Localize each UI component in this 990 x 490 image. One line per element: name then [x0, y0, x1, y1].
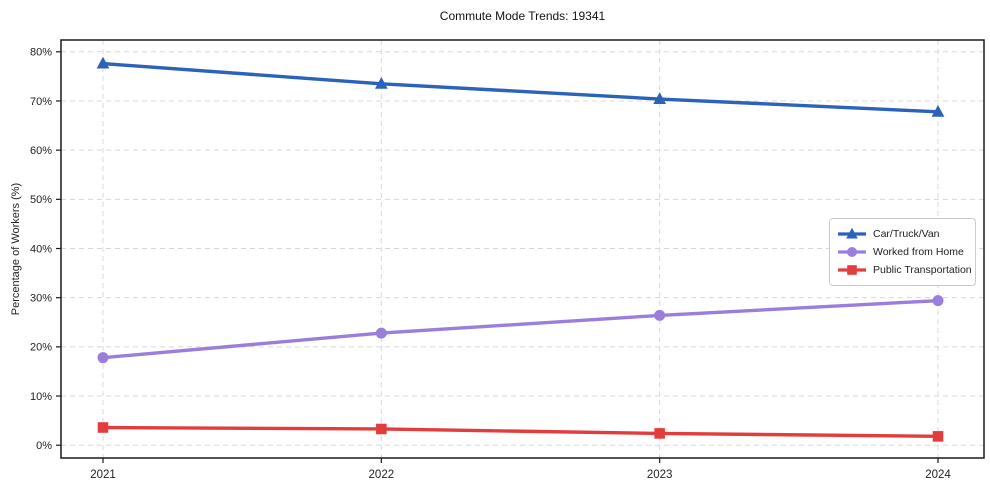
- legend-line-marker-icon: [838, 247, 866, 257]
- legend: Car/Truck/Van Worked from Home Public Tr…: [829, 218, 976, 286]
- y-tick-label: 20%: [30, 342, 52, 354]
- data-point-public-transportation: [932, 431, 944, 442]
- x-tick-label: 2024: [925, 469, 951, 481]
- legend-label: Worked from Home: [873, 246, 964, 258]
- y-tick-label: 30%: [30, 292, 52, 304]
- data-point-car-truck-van: [96, 56, 110, 69]
- data-point-worked-from-home: [654, 309, 666, 321]
- series-line-worked-from-home: [101, 298, 940, 360]
- data-point-car-truck-van: [653, 92, 667, 104]
- axes-frame: [60, 39, 985, 459]
- series-line-public-transportation: [101, 425, 940, 439]
- legend-entry-public-transportation: Public Transportation: [837, 261, 972, 279]
- legend-swatch-marker: [847, 265, 857, 275]
- data-point-worked-from-home: [932, 295, 944, 307]
- legend-label: Car/Truck/Van: [873, 228, 940, 240]
- data-point-car-truck-van: [931, 104, 945, 117]
- legend-entry-car-truck-van: Car/Truck/Van: [837, 225, 971, 243]
- legend-label: Public Transportation: [873, 264, 972, 276]
- y-tick-label: 0%: [36, 440, 52, 452]
- legend-line-marker-icon: [838, 227, 866, 239]
- legend-swatch-marker: [847, 247, 857, 257]
- y-tick-label: 70%: [30, 96, 52, 108]
- x-tick-label: 2023: [647, 469, 673, 481]
- x-tick-label: 2021: [90, 469, 116, 481]
- y-tick-label: 60%: [30, 145, 52, 157]
- legend-entry-worked-from-home: Worked from Home: [837, 243, 971, 261]
- y-tick-label: 50%: [30, 194, 52, 206]
- data-point-worked-from-home: [375, 327, 387, 339]
- data-point-car-truck-van: [374, 76, 388, 89]
- legend-line-marker-icon: [838, 265, 866, 275]
- data-point-public-transportation: [654, 428, 665, 439]
- data-point-worked-from-home: [97, 352, 109, 364]
- y-tick-label: 80%: [30, 47, 52, 59]
- chart-title: Commute Mode Trends: 19341: [439, 9, 606, 23]
- data-point-public-transportation: [97, 422, 109, 433]
- y-tick-label: 40%: [30, 243, 52, 255]
- y-tick-label: 10%: [30, 391, 52, 403]
- series-line-car-truck-van: [101, 61, 940, 114]
- legend-swatch-marker: [846, 227, 858, 239]
- data-point-public-transportation: [376, 423, 387, 435]
- x-tick-label: 2022: [369, 469, 395, 481]
